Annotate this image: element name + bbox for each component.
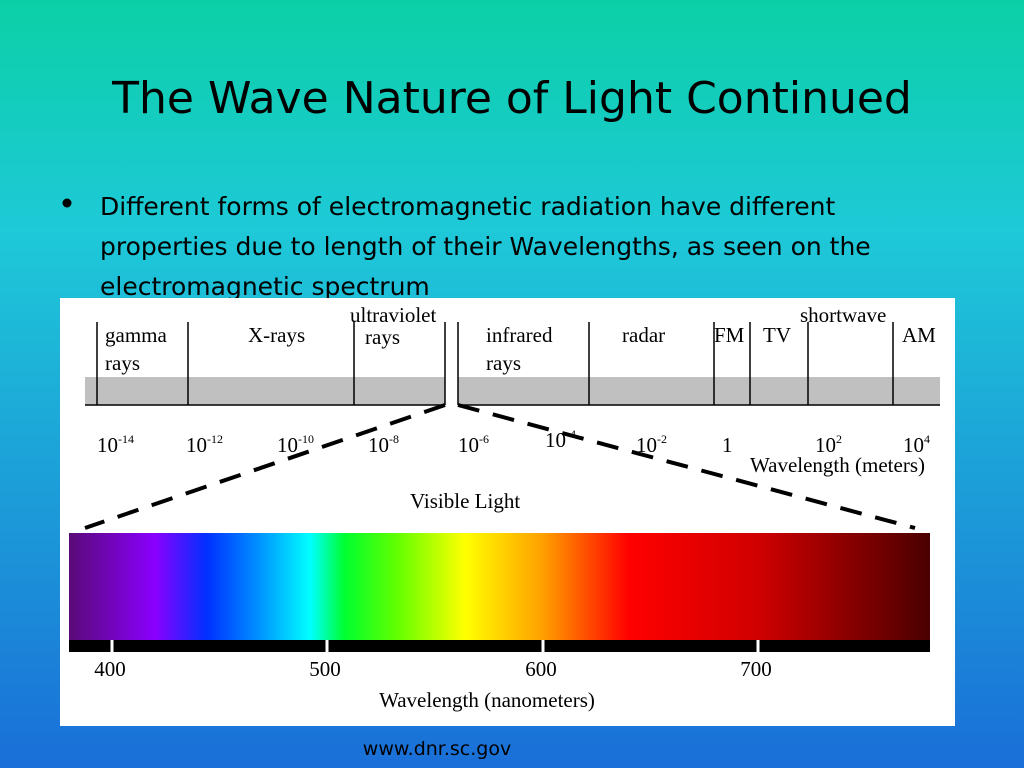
nm-tick-label: 600 (525, 657, 557, 681)
nm-scale-bar (69, 640, 930, 652)
tick-exponent: -14 (118, 432, 134, 446)
tick-base: 10 (545, 428, 566, 452)
tick-base: 10 (815, 433, 836, 457)
tick-base: 10 (368, 433, 389, 457)
nm-tick-label: 400 (94, 657, 126, 681)
tick-exponent: -10 (298, 432, 314, 446)
tick-base: 10 (636, 433, 657, 457)
bullet-line: electromagnetic spectrum (100, 272, 430, 301)
tick-exponent: 4 (924, 432, 930, 446)
nm-tick-label: 500 (309, 657, 341, 681)
band-label: infrared (486, 323, 553, 347)
visible-spectrum (69, 533, 930, 640)
band-label: X-rays (248, 323, 305, 347)
visible-label: Visible Light (410, 489, 520, 513)
tick-exponent: -2 (657, 432, 667, 446)
tick-base: 10 (903, 433, 924, 457)
meter-tick-label: 10-8 (368, 432, 399, 457)
tick-exponent: -4 (566, 427, 576, 441)
tick-exponent: -8 (389, 432, 399, 446)
nm-tick-label: 700 (740, 657, 772, 681)
meter-tick-label: 10-6 (458, 432, 489, 457)
nm-axis-label: Wavelength (nanometers) (379, 688, 595, 712)
tick-exponent: -12 (207, 432, 223, 446)
band-label: radar (622, 323, 665, 347)
tick-base: 10 (186, 433, 207, 457)
meter-tick-label: 10-14 (97, 432, 134, 457)
meter-tick-label: 1 (722, 433, 733, 457)
band-label: rays (365, 325, 400, 349)
bullet-line: properties due to length of their Wavele… (100, 232, 871, 261)
source-credit: www.dnr.sc.gov (363, 738, 511, 760)
band-label: FM (714, 323, 745, 347)
tick-base: 10 (277, 433, 298, 457)
band-label: ultraviolet (350, 303, 436, 327)
band-strip (458, 377, 940, 405)
bullet-text: Different forms of electromagnetic radia… (100, 192, 871, 301)
slide-title: The Wave Nature of Light Continued (111, 73, 912, 124)
tick-base: 10 (458, 433, 479, 457)
band-label: rays (486, 351, 521, 375)
meter-tick-label: 10-12 (186, 432, 223, 457)
meter-tick-label: 10-4 (545, 427, 576, 452)
bullet-dot (62, 198, 72, 208)
meter-tick-label: 10-2 (636, 432, 667, 457)
meter-axis-label: Wavelength (meters) (750, 453, 925, 477)
tick-base: 1 (722, 433, 733, 457)
tick-exponent: 2 (836, 432, 842, 446)
meter-tick-label: 104 (903, 432, 930, 457)
band-label: TV (763, 323, 791, 347)
band-strip (85, 377, 445, 405)
meter-tick-label: 102 (815, 432, 842, 457)
dashed-guide (457, 403, 916, 530)
band-label: shortwave (800, 303, 886, 327)
tick-base: 10 (97, 433, 118, 457)
dashed-guide (84, 403, 446, 530)
band-label: rays (105, 351, 140, 375)
band-label: AM (902, 323, 936, 347)
meter-tick-label: 10-10 (277, 432, 314, 457)
bullet-line: Different forms of electromagnetic radia… (100, 192, 836, 221)
diagram-box (60, 298, 955, 726)
tick-exponent: -6 (479, 432, 489, 446)
band-label: gamma (105, 323, 167, 347)
